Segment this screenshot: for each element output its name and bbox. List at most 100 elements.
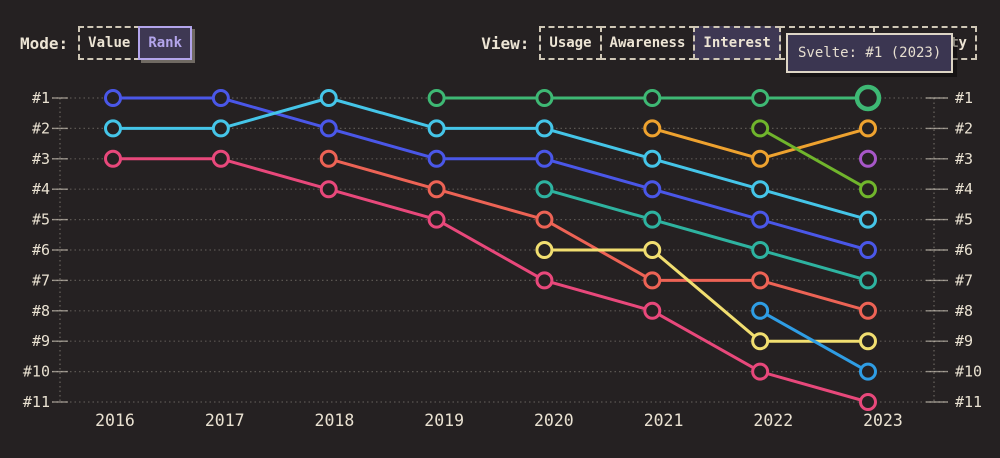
mode-label: Mode: xyxy=(20,33,69,53)
rank-label-right: #1 xyxy=(955,89,973,107)
mode-button-row: Value Rank xyxy=(78,26,193,60)
rank-label-left: #8 xyxy=(32,302,50,320)
series-yellow-point[interactable] xyxy=(643,241,662,259)
series-teal-point[interactable] xyxy=(858,271,877,290)
series-salmon-point[interactable] xyxy=(319,149,338,168)
series-blue-point[interactable] xyxy=(319,119,338,138)
series-sky-point[interactable] xyxy=(858,362,877,381)
series-green-point[interactable] xyxy=(427,89,446,107)
year-label: 2022 xyxy=(753,411,793,430)
view-option-usage[interactable]: Usage xyxy=(539,26,602,60)
series-cyan-point[interactable] xyxy=(535,119,554,138)
series-blue-point[interactable] xyxy=(535,149,554,168)
series-blue-line xyxy=(111,96,870,252)
year-label: 2020 xyxy=(534,411,574,430)
rank-label-left: #6 xyxy=(32,241,50,259)
rank-label-right: #6 xyxy=(955,241,973,259)
series-cyan-point[interactable] xyxy=(104,119,122,138)
rank-label-left: #11 xyxy=(23,393,50,411)
series-salmon-point[interactable] xyxy=(427,180,446,199)
series-cyan-point[interactable] xyxy=(211,119,230,138)
series-yellow-point[interactable] xyxy=(535,241,554,259)
rank-label-left: #9 xyxy=(32,332,50,350)
year-label: 2018 xyxy=(315,411,355,430)
mode-toggle-group: Mode: Value Rank xyxy=(20,26,193,60)
series-salmon-point[interactable] xyxy=(858,301,877,320)
rank-label-left: #5 xyxy=(32,211,50,229)
rank-label-left: #10 xyxy=(23,363,50,381)
series-sky-line xyxy=(758,309,870,374)
series-blue-point[interactable] xyxy=(643,180,662,199)
series-pink-point[interactable] xyxy=(319,180,338,199)
year-label: 2016 xyxy=(95,411,135,430)
rank-label-right: #10 xyxy=(955,363,982,381)
series-yellow-point[interactable] xyxy=(751,332,770,351)
series-purple-point[interactable] xyxy=(858,149,877,168)
rank-label-right: #11 xyxy=(955,393,982,411)
series-yellow-point[interactable] xyxy=(858,332,877,351)
series-salmon-point[interactable] xyxy=(751,271,770,290)
series-teal-point[interactable] xyxy=(643,210,662,229)
series-blue-point[interactable] xyxy=(858,241,877,259)
series-cyan-point[interactable] xyxy=(858,210,877,229)
series-cyan-point[interactable] xyxy=(751,180,770,199)
series-orange-point[interactable] xyxy=(751,149,770,168)
rank-label-left: #1 xyxy=(32,89,50,107)
series-teal-line xyxy=(542,187,870,282)
year-label: 2019 xyxy=(424,411,464,430)
series-green-point[interactable] xyxy=(751,89,770,107)
rank-label-right: #4 xyxy=(955,180,973,198)
series-lime-point[interactable] xyxy=(858,180,877,199)
year-label: 2021 xyxy=(644,411,684,430)
series-blue-point[interactable] xyxy=(751,210,770,229)
series-lime-point[interactable] xyxy=(751,119,770,138)
series-cyan-point[interactable] xyxy=(427,119,446,138)
chart-tooltip: Svelte: #1 (2023) xyxy=(786,33,954,73)
rank-label-right: #9 xyxy=(955,332,973,350)
series-pink-point[interactable] xyxy=(211,149,230,168)
view-option-interest[interactable]: Interest xyxy=(693,26,781,60)
series-teal-point[interactable] xyxy=(751,241,770,259)
series-sky-point[interactable] xyxy=(751,301,770,320)
rank-label-left: #2 xyxy=(32,119,50,137)
rank-label-right: #8 xyxy=(955,302,973,320)
series-salmon-line xyxy=(327,157,870,313)
series-blue-point[interactable] xyxy=(104,89,122,107)
series-lime-line xyxy=(758,126,870,191)
series-cyan-point[interactable] xyxy=(643,149,662,168)
chart-tooltip-text: Svelte: #1 (2023) xyxy=(798,45,942,61)
mode-option-rank[interactable]: Rank xyxy=(138,26,193,60)
rank-label-right: #2 xyxy=(955,119,973,137)
series-pink-point[interactable] xyxy=(858,393,877,411)
series-cyan-line xyxy=(111,96,870,222)
series-pink-point[interactable] xyxy=(643,301,662,320)
view-option-awareness[interactable]: Awareness xyxy=(599,26,696,60)
rank-label-right: #3 xyxy=(955,150,973,168)
series-blue-point[interactable] xyxy=(211,89,230,107)
series-teal-point[interactable] xyxy=(535,180,554,199)
year-label: 2023 xyxy=(863,411,903,430)
series-pink-point[interactable] xyxy=(751,362,770,381)
series-orange-point[interactable] xyxy=(643,119,662,138)
series-pink-point[interactable] xyxy=(535,271,554,290)
rank-label-left: #3 xyxy=(32,150,50,168)
series-green-point[interactable] xyxy=(643,89,662,107)
series-pink-point[interactable] xyxy=(427,210,446,229)
series-salmon-point[interactable] xyxy=(643,271,662,290)
series-pink-line xyxy=(111,157,870,404)
rank-label-right: #7 xyxy=(955,271,973,289)
series-green-point[interactable] xyxy=(535,89,554,107)
series-pink-point[interactable] xyxy=(104,149,122,168)
series-blue-point[interactable] xyxy=(427,149,446,168)
series-orange-point[interactable] xyxy=(858,119,877,138)
year-label: 2017 xyxy=(205,411,245,430)
rank-label-left: #4 xyxy=(32,180,50,198)
series-green-point-highlighted[interactable] xyxy=(854,84,882,112)
mode-option-value[interactable]: Value xyxy=(78,26,141,60)
rank-label-right: #5 xyxy=(955,211,973,229)
rank-label-left: #7 xyxy=(32,271,50,289)
series-cyan-point[interactable] xyxy=(319,89,338,107)
rank-bump-chart: #1 #1 #2 #2 #3 #3 #4 #4 #5 #5 #6 #6 #7 #7 #8 #8 #9 #9 #10 #… xyxy=(23,84,982,430)
series-salmon-point[interactable] xyxy=(535,210,554,229)
view-label: View: xyxy=(481,33,530,53)
